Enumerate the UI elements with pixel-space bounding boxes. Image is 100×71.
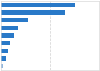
- Bar: [1, 3, 75, 7]
- Bar: [1, 10, 65, 15]
- Bar: [1, 56, 6, 61]
- Bar: [1, 18, 28, 22]
- Bar: [1, 33, 14, 38]
- Bar: [1, 41, 10, 45]
- Bar: [1, 26, 18, 30]
- Bar: [1, 49, 8, 53]
- Bar: [1, 64, 3, 68]
